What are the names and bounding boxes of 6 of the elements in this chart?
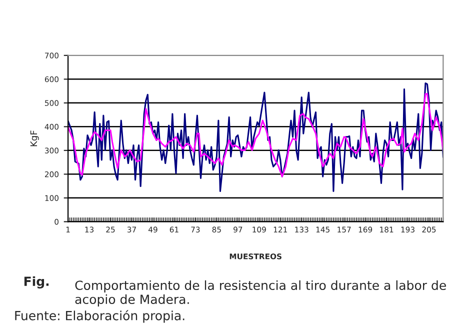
text: Fig. bbox=[24, 276, 49, 289]
source-note: Fuente: Elaboración propia. bbox=[15, 310, 184, 323]
y-axis-title: KgF bbox=[30, 130, 39, 146]
line-series bbox=[68, 93, 444, 178]
text: Comportamiento de la resistencia al tiro durante a labor de acopio de Madera. bbox=[75, 280, 446, 306]
line-series bbox=[68, 82, 444, 192]
